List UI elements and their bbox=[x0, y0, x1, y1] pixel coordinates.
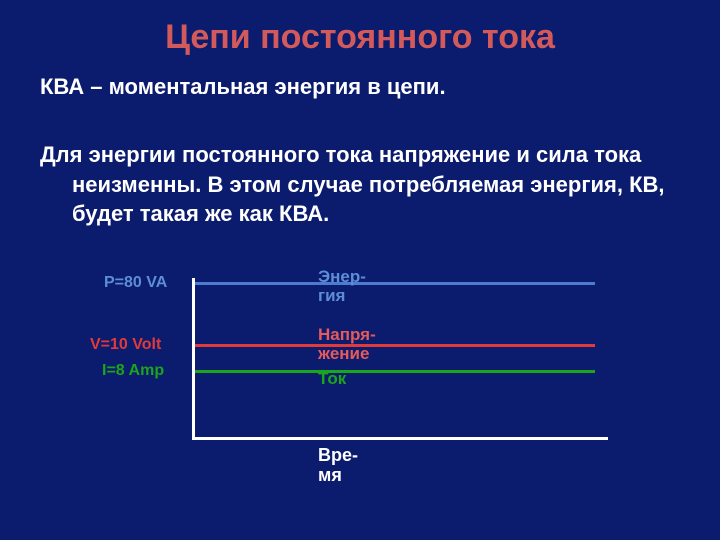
voltage-line-label-l2: жение bbox=[318, 344, 369, 363]
power-line bbox=[195, 282, 595, 285]
slide-title: Цепи постоянного тока bbox=[0, 18, 720, 57]
dc-chart: P=80 VA V=10 Volt I=8 Amp Энер- гия Напр… bbox=[192, 278, 608, 440]
current-line-label: Ток bbox=[318, 370, 346, 389]
power-value-label: P=80 VA bbox=[104, 274, 167, 292]
current-value-label: I=8 Amp bbox=[102, 362, 164, 380]
power-line-label: Энер- гия bbox=[318, 268, 366, 305]
time-axis-label-l1: Вре- bbox=[318, 445, 358, 465]
paragraph-kva-definition: КВА – моментальная энергия в цепи. bbox=[40, 72, 680, 102]
voltage-line bbox=[195, 344, 595, 347]
voltage-value-label: V=10 Volt bbox=[90, 336, 161, 354]
current-line bbox=[195, 370, 595, 373]
time-axis-label-l2: мя bbox=[318, 465, 342, 485]
paragraph-dc-explanation: Для энергии постоянного тока напряжение … bbox=[40, 140, 712, 229]
x-axis bbox=[192, 437, 608, 440]
power-line-label-l1: Энер- bbox=[318, 267, 366, 286]
time-axis-label: Вре- мя bbox=[318, 446, 358, 486]
voltage-line-label-l1: Напря- bbox=[318, 325, 376, 344]
y-axis bbox=[192, 278, 195, 440]
power-line-label-l2: гия bbox=[318, 286, 345, 305]
voltage-line-label: Напря- жение bbox=[318, 326, 376, 363]
paragraph-dc-text: Для энергии постоянного тока напряжение … bbox=[40, 142, 665, 226]
